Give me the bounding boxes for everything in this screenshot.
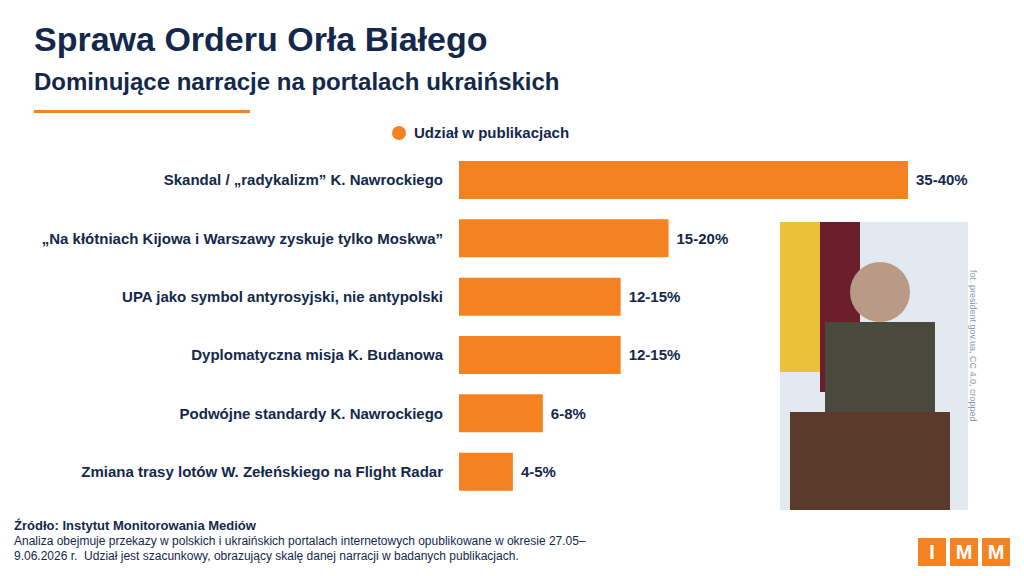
- svg-text:4-5%: 4-5%: [521, 463, 556, 480]
- html-text:Sprawa Orderu Orła Białego: Sprawa Orderu Orła Białego: [34, 20, 488, 58]
- html-text:Źródło: Instytut Monitorowania: Źródło: Instytut Monitorowania Mediów: [14, 518, 256, 533]
- svg-text:35-40%: 35-40%: [916, 171, 968, 188]
- html-text:fot. president.gov.ua, CC 4.0,: fot. president.gov.ua, CC 4.0, cropped: [968, 270, 978, 422]
- svg-text:Dyplomatyczna misja K. Budanow: Dyplomatyczna misja K. Budanowa: [191, 346, 443, 363]
- svg-text:Skandal / „radykalizm” K. Nawr: Skandal / „radykalizm” K. Nawrockiego: [164, 171, 443, 188]
- html-text:Dominujące narracje na portala: Dominujące narracje na portalach ukraińs…: [34, 68, 560, 95]
- svg-text:„Na kłótniach Kijowa i Warszaw: „Na kłótniach Kijowa i Warszawy zyskuje …: [42, 230, 443, 247]
- svg-text:Podwójne standardy K. Nawrocki: Podwójne standardy K. Nawrockiego: [180, 405, 443, 422]
- svg-text:Zmiana trasy lotów W. Zełeński: Zmiana trasy lotów W. Zełeńskiego na Fli…: [81, 463, 443, 480]
- html-text:Analiza obejmuje przekazy w po: Analiza obejmuje przekazy w polskich i u…: [14, 534, 586, 563]
- html-text:M: M: [987, 540, 1005, 563]
- svg-text:12-15%: 12-15%: [629, 346, 681, 363]
- html-text:M: M: [955, 540, 973, 563]
- svg-text:UPA jako symbol antyrosyjski,: UPA jako symbol antyrosyjski, nie antypo…: [122, 288, 443, 305]
- svg-text:12-15%: 12-15%: [629, 288, 681, 305]
- svg-text:15-20%: 15-20%: [677, 230, 729, 247]
- html-text:I: I: [929, 540, 935, 563]
- svg-text:6-8%: 6-8%: [551, 405, 586, 422]
- html-text:Udział w publikacjach: Udział w publikacjach: [414, 124, 569, 141]
